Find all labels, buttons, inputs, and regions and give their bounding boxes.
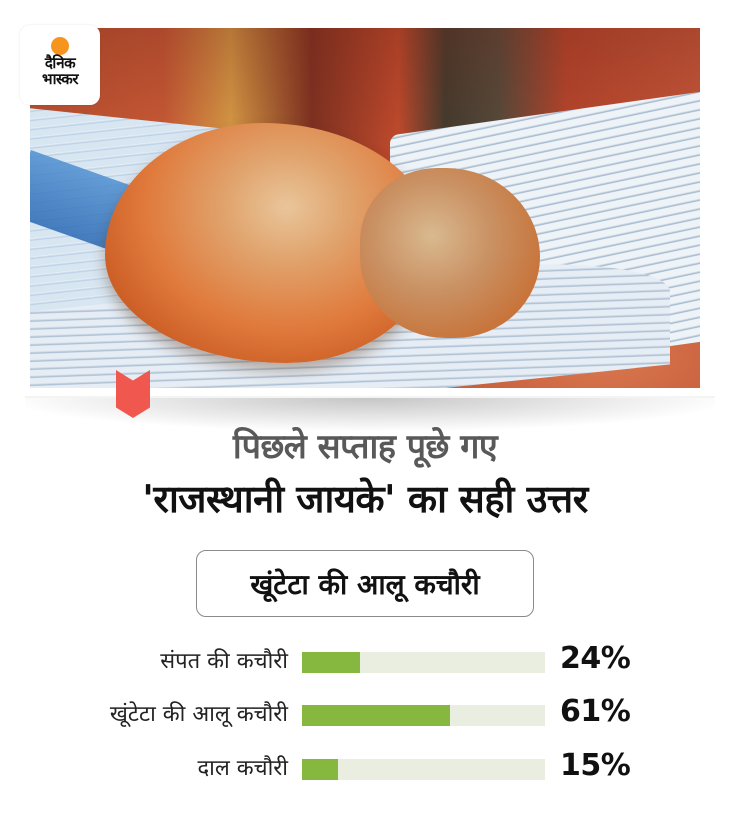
poll-bar-track — [302, 652, 545, 673]
poll-bar-track — [302, 759, 545, 780]
poll-percent: 61% — [560, 694, 631, 729]
logo-text-line2: भास्कर — [42, 70, 78, 88]
poll-bar-track — [302, 705, 545, 726]
kachori-photo — [30, 28, 700, 388]
poll-percent: 24% — [560, 641, 631, 676]
correct-answer-box: खूंटेटा की आलू कचौरी — [196, 550, 534, 617]
poll-option-label: दाल कचौरी — [197, 756, 288, 781]
logo-sun-icon — [51, 37, 69, 55]
poll-option-label: संपत की कचौरी — [160, 649, 288, 674]
poll-bar-fill — [302, 652, 361, 673]
dainik-bhaskar-logo: दैनिक भास्कर — [20, 25, 100, 105]
correct-answer-text: खूंटेटा की आलू कचौरी — [250, 567, 480, 601]
poll-option-label: खूंटेटा की आलू कचौरी — [109, 702, 288, 727]
poll-row: खूंटेटा की आलू कचौरी 61% — [0, 694, 730, 734]
photo-kachori-piece — [360, 168, 540, 338]
logo-text-line1: दैनिक — [44, 54, 76, 72]
poll-bar-fill — [302, 705, 451, 726]
poll-row: संपत की कचौरी 24% — [0, 641, 730, 681]
poll-bar-fill — [302, 759, 339, 780]
headline-subtitle: पिछले सप्ताह पूछे गए — [232, 427, 498, 467]
poll-row: दाल कचौरी 15% — [0, 748, 730, 788]
headline-title: 'राजस्थानी जायके' का सही उत्तर — [142, 477, 588, 521]
poll-percent: 15% — [560, 748, 631, 783]
